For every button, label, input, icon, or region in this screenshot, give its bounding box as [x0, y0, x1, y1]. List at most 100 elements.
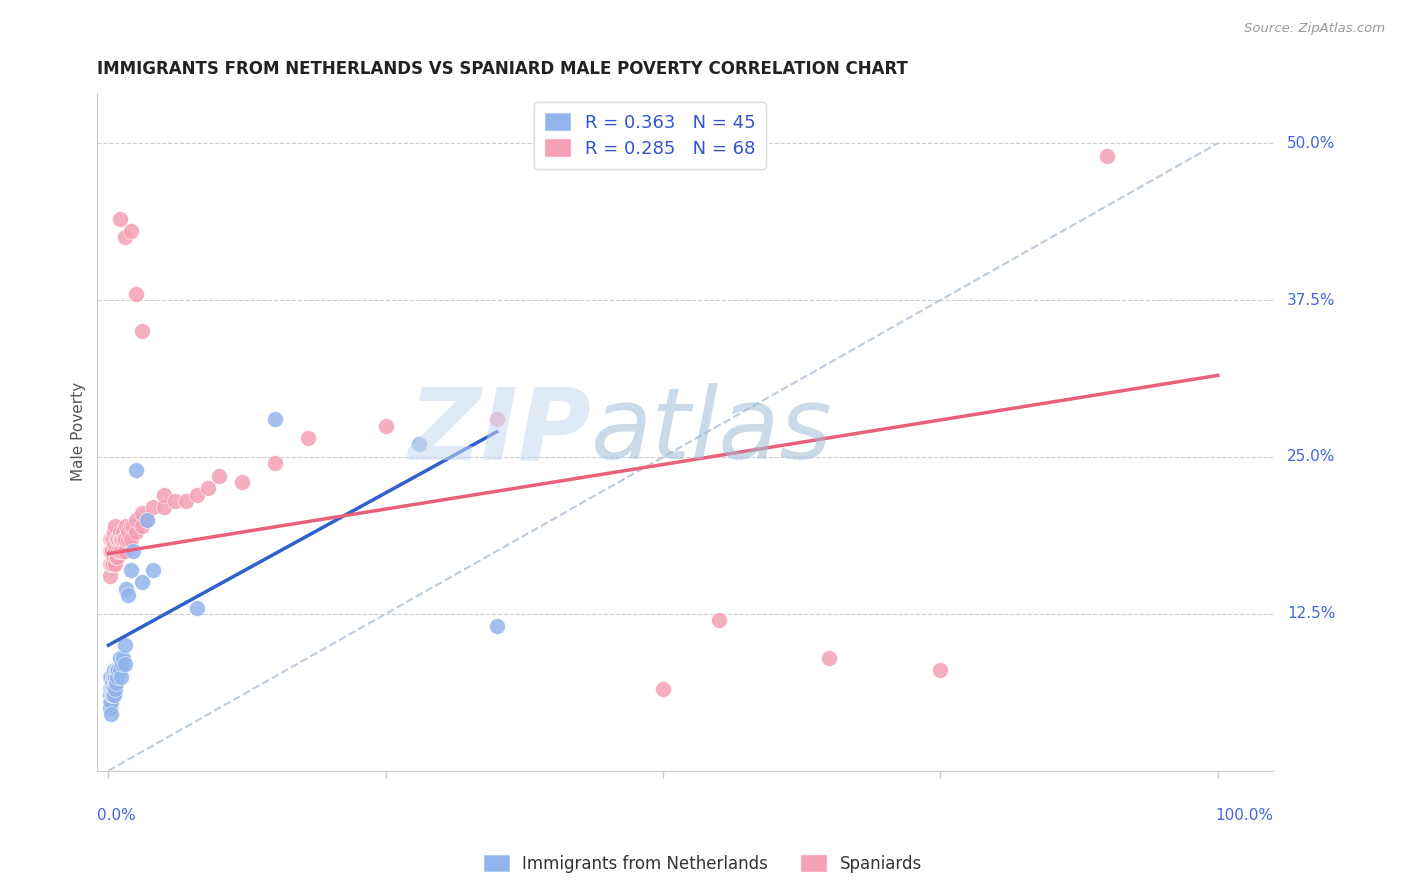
Point — [153, 488, 176, 502]
Text: IMMIGRANTS FROM NETHERLANDS VS SPANIARD MALE POVERTY CORRELATION CHART: IMMIGRANTS FROM NETHERLANDS VS SPANIARD … — [97, 60, 908, 78]
Text: 0.0%: 0.0% — [97, 808, 136, 823]
Point — [105, 532, 128, 546]
Point — [121, 519, 143, 533]
Point — [107, 663, 129, 677]
Point — [408, 437, 430, 451]
Point — [114, 657, 136, 671]
Point — [111, 657, 134, 671]
Point — [105, 550, 128, 565]
Y-axis label: Male Poverty: Male Poverty — [72, 383, 86, 482]
Text: 37.5%: 37.5% — [1288, 293, 1336, 308]
Point — [103, 689, 125, 703]
Point — [101, 557, 124, 571]
Point — [120, 224, 142, 238]
Point — [108, 525, 131, 540]
Point — [100, 689, 122, 703]
Point — [485, 619, 508, 633]
Point — [115, 582, 138, 596]
Point — [98, 682, 121, 697]
Point — [208, 468, 231, 483]
Text: 50.0%: 50.0% — [1288, 136, 1336, 151]
Point — [186, 600, 208, 615]
Point — [104, 557, 127, 571]
Point — [100, 557, 122, 571]
Point — [131, 507, 153, 521]
Point — [110, 670, 132, 684]
Point — [163, 494, 186, 508]
Point — [98, 701, 121, 715]
Point — [131, 575, 153, 590]
Point — [98, 569, 121, 583]
Point — [297, 431, 319, 445]
Point — [114, 544, 136, 558]
Point — [101, 670, 124, 684]
Point — [131, 325, 153, 339]
Point — [374, 418, 396, 433]
Point — [153, 500, 176, 515]
Point — [98, 557, 121, 571]
Point — [100, 557, 122, 571]
Point — [101, 689, 124, 703]
Point — [120, 519, 142, 533]
Point — [929, 663, 952, 677]
Text: 100.0%: 100.0% — [1215, 808, 1274, 823]
Point — [103, 682, 125, 697]
Point — [111, 650, 134, 665]
Point — [100, 544, 122, 558]
Point — [98, 532, 121, 546]
Point — [100, 682, 122, 697]
Point — [108, 211, 131, 226]
Point — [104, 544, 127, 558]
Point — [108, 532, 131, 546]
Point — [120, 532, 142, 546]
Point — [485, 412, 508, 426]
Legend: R = 0.363   N = 45, R = 0.285   N = 68: R = 0.363 N = 45, R = 0.285 N = 68 — [534, 102, 766, 169]
Point — [174, 494, 197, 508]
Legend: Immigrants from Netherlands, Spaniards: Immigrants from Netherlands, Spaniards — [477, 848, 929, 880]
Point — [100, 544, 122, 558]
Point — [818, 650, 841, 665]
Point — [105, 670, 128, 684]
Point — [103, 663, 125, 677]
Point — [103, 550, 125, 565]
Point — [142, 563, 165, 577]
Point — [101, 532, 124, 546]
Point — [125, 513, 148, 527]
Point — [104, 682, 127, 697]
Point — [120, 563, 142, 577]
Point — [100, 682, 122, 697]
Point — [197, 481, 219, 495]
Point — [652, 682, 675, 697]
Text: 12.5%: 12.5% — [1288, 607, 1336, 622]
Point — [1095, 149, 1118, 163]
Point — [112, 532, 135, 546]
Point — [136, 513, 159, 527]
Point — [111, 544, 134, 558]
Point — [131, 519, 153, 533]
Point — [105, 532, 128, 546]
Point — [231, 475, 253, 489]
Point — [104, 670, 127, 684]
Text: Source: ZipAtlas.com: Source: ZipAtlas.com — [1244, 22, 1385, 36]
Point — [105, 676, 128, 690]
Point — [121, 544, 143, 558]
Point — [103, 525, 125, 540]
Point — [110, 532, 132, 546]
Point — [111, 532, 134, 546]
Point — [103, 670, 125, 684]
Point — [111, 525, 134, 540]
Point — [263, 412, 285, 426]
Point — [100, 670, 122, 684]
Point — [98, 689, 121, 703]
Point — [108, 663, 131, 677]
Point — [98, 695, 121, 709]
Point — [707, 613, 730, 627]
Text: 25.0%: 25.0% — [1288, 450, 1336, 465]
Point — [104, 519, 127, 533]
Point — [125, 462, 148, 476]
Point — [117, 532, 139, 546]
Point — [108, 650, 131, 665]
Point — [100, 532, 122, 546]
Point — [107, 544, 129, 558]
Point — [105, 663, 128, 677]
